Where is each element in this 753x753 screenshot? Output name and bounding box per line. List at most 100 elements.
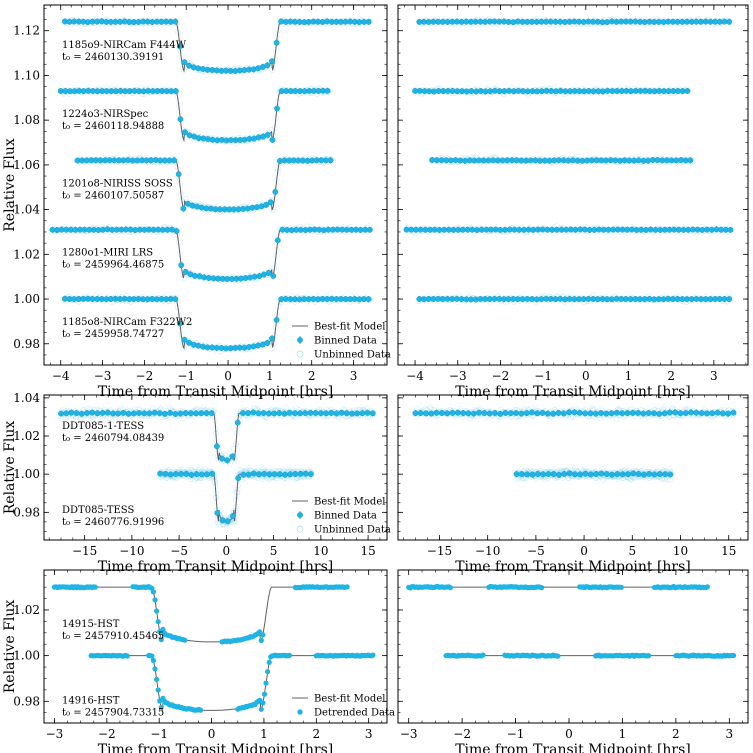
legend-point-swatch: [297, 337, 303, 343]
binned-point: [270, 272, 277, 279]
series-t0: t₀ = 2459964.46875: [62, 260, 164, 271]
binned-point: [213, 443, 220, 450]
binned-point: [297, 410, 303, 417]
binned-point: [726, 18, 733, 25]
binned-point: [172, 296, 179, 302]
binned-point: [182, 410, 189, 416]
x-axis-label: Time from Transit Midpoint [hrs]: [98, 384, 334, 400]
series-t0: t₀ = 2460107.50587: [62, 190, 164, 201]
binned-point: [130, 410, 137, 417]
x-tick-label: 1: [625, 369, 633, 383]
binned-point: [234, 419, 241, 426]
binned-point: [178, 262, 185, 269]
x-tick-label: −1: [177, 369, 195, 383]
binned-point: [229, 453, 236, 460]
binned-point: [182, 268, 189, 275]
binned-point: [136, 410, 142, 416]
series-label: 1224o3-NIRSpec: [62, 109, 149, 120]
legend-label: Unbinned Data: [314, 350, 391, 361]
series-t0: t₀ = 2459958.74727: [62, 329, 164, 340]
binned-point: [203, 410, 210, 416]
x-tick-label: −1: [534, 369, 552, 383]
binned-point: [343, 410, 350, 417]
binned-point: [349, 410, 355, 417]
binned-point: [323, 410, 329, 417]
binned-point: [269, 335, 275, 342]
binned-point: [273, 316, 280, 323]
binned-point: [255, 410, 262, 417]
binned-point: [115, 410, 122, 417]
binned-point: [89, 409, 96, 416]
series-0: [58, 404, 376, 467]
binned-point: [181, 336, 188, 343]
series-2: [74, 154, 336, 216]
axes-frame: [397, 4, 749, 366]
binned-point: [172, 88, 179, 94]
binned-point: [317, 410, 324, 416]
binned-point: [264, 62, 271, 69]
binned-point: [365, 18, 372, 25]
y-tick-label: 1.10: [13, 68, 40, 82]
plot-area: [58, 404, 376, 529]
binned-point: [120, 409, 127, 416]
binned-point: [260, 410, 267, 416]
y-tick-label: 1.00: [13, 292, 40, 306]
binned-point: [172, 18, 179, 25]
binned-point: [99, 409, 106, 416]
binned-point: [312, 409, 319, 416]
series-0: [416, 15, 734, 29]
binned-point: [302, 410, 309, 416]
panel-top-right: −4 −3 −2 −1 0 1 2 3 Time from Transit Midpoint […: [397, 4, 749, 400]
binned-point: [151, 409, 158, 416]
binned-point: [267, 199, 274, 206]
unbinned-point: [200, 404, 207, 411]
binned-point: [146, 410, 153, 417]
series-1: [157, 465, 315, 529]
binned-point: [271, 410, 277, 417]
series-label: 1201o8-NIRISS SOSS: [62, 178, 173, 189]
series-3: [403, 223, 734, 237]
y-tick-label: 0.98: [13, 337, 40, 351]
binned-point: [286, 409, 293, 416]
binned-point: [359, 410, 366, 417]
binned-point: [324, 87, 331, 94]
x-tick-label: 3: [710, 369, 718, 383]
binned-point: [161, 410, 168, 417]
binned-point: [327, 157, 334, 164]
binned-point: [78, 410, 85, 417]
unbinned-point: [269, 207, 276, 213]
unbinned-point: [93, 415, 100, 422]
y-tick-label: 1.08: [13, 113, 40, 127]
binned-point: [264, 340, 271, 346]
binned-point: [365, 296, 372, 302]
legend-label: Best-fit Model: [314, 322, 385, 333]
series-t0: t₀ = 2460118.94888: [62, 121, 164, 132]
x-tick-label: −4: [52, 369, 70, 383]
y-tick-label: 1.12: [13, 24, 40, 38]
y-axis-label: Relative Flux: [2, 138, 18, 232]
binned-point: [180, 205, 187, 212]
x-tick-label: 2: [667, 369, 675, 383]
binned-point: [195, 342, 202, 349]
binned-point: [177, 116, 184, 123]
binned-point: [84, 410, 90, 416]
x-tick-label: −2: [136, 369, 154, 383]
x-tick-label: 3: [350, 369, 358, 383]
legend-open-swatch: [296, 350, 304, 358]
unbinned-point: [230, 446, 237, 452]
series-4: [416, 292, 734, 306]
binned-point: [354, 410, 361, 417]
binned-point: [175, 171, 182, 178]
binned-point: [198, 410, 205, 417]
binned-point: [307, 409, 314, 416]
binned-point: [193, 410, 200, 417]
series-label: 1280o1-MIRI LRS: [62, 248, 153, 259]
binned-point: [182, 129, 188, 136]
binned-point: [94, 410, 101, 417]
binned-point: [264, 131, 271, 138]
binned-point: [684, 88, 691, 94]
x-tick-label: 0: [224, 369, 232, 383]
series-t0: t₀ = 2460130.39191: [62, 52, 164, 63]
x-axis-label: Time from Transit Midpoint [hrs]: [455, 384, 691, 400]
plot-area: [49, 16, 374, 355]
